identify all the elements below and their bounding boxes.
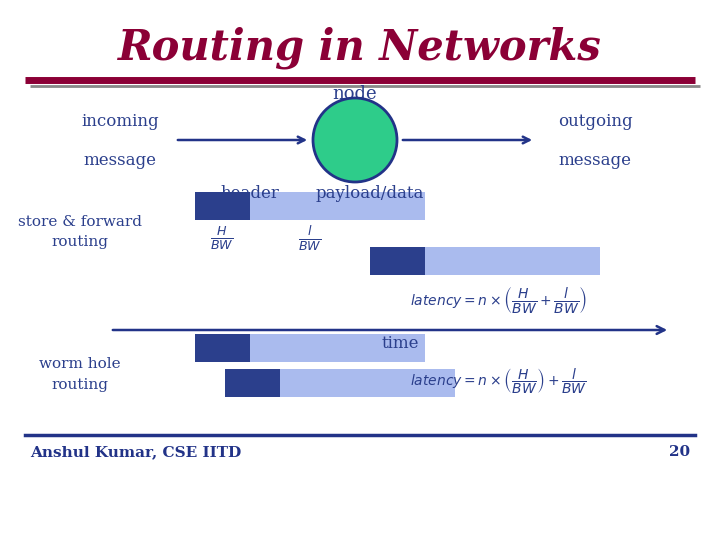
Text: $\frac{H}{BW}$: $\frac{H}{BW}$ <box>210 224 234 252</box>
Text: $\frac{l}{BW}$: $\frac{l}{BW}$ <box>298 224 322 253</box>
Text: routing: routing <box>52 378 109 392</box>
Bar <box>225 369 280 397</box>
Bar <box>425 247 600 275</box>
Text: time: time <box>382 335 419 352</box>
Text: message: message <box>84 152 156 169</box>
Text: outgoing: outgoing <box>558 113 632 130</box>
Text: worm hole: worm hole <box>39 357 121 371</box>
Text: $latency = n \times \left(\dfrac{H}{BW} + \dfrac{l}{BW}\right)$: $latency = n \times \left(\dfrac{H}{BW} … <box>410 285 588 315</box>
Bar <box>250 334 425 362</box>
Bar <box>370 247 425 275</box>
Text: 20: 20 <box>669 445 690 459</box>
Text: payload/data: payload/data <box>316 185 424 202</box>
Text: store & forward: store & forward <box>18 215 142 229</box>
Circle shape <box>313 98 397 182</box>
Text: header: header <box>220 185 279 202</box>
Text: Anshul Kumar, CSE IITD: Anshul Kumar, CSE IITD <box>30 445 241 459</box>
Text: routing: routing <box>52 235 109 249</box>
Text: $latency = n \times \left(\dfrac{H}{BW}\right) + \dfrac{l}{BW}$: $latency = n \times \left(\dfrac{H}{BW}\… <box>410 367 587 396</box>
Bar <box>280 369 455 397</box>
Bar <box>195 192 250 220</box>
Text: incoming: incoming <box>81 113 159 130</box>
Text: Routing in Networks: Routing in Networks <box>118 27 602 69</box>
Text: message: message <box>559 152 631 169</box>
Bar <box>250 192 425 220</box>
Bar <box>195 334 250 362</box>
Text: node: node <box>333 85 377 103</box>
